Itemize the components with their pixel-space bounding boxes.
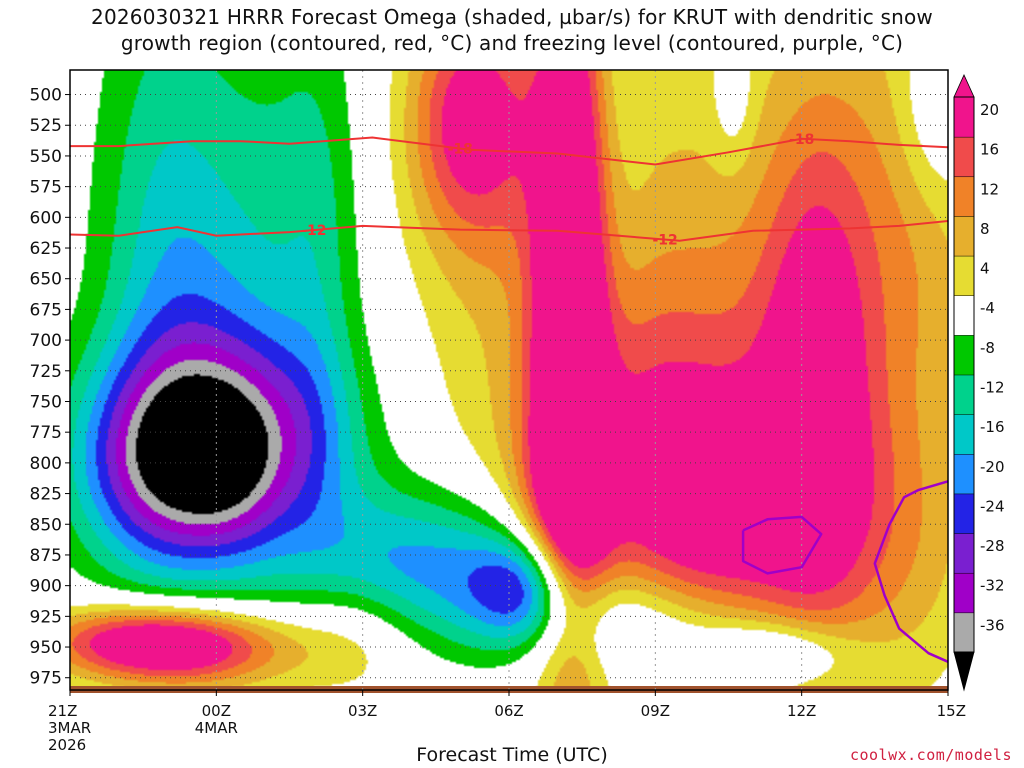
colorbar-label: 4 bbox=[980, 260, 990, 278]
colorbar-swatch bbox=[953, 255, 975, 296]
pressure-tick-label: 775 bbox=[30, 423, 62, 443]
date-tick-label: 3MAR bbox=[48, 719, 91, 737]
pressure-tick-label: 550 bbox=[30, 147, 62, 167]
pressure-tick-label: 600 bbox=[30, 208, 62, 228]
colorbar-label: -8 bbox=[980, 339, 995, 357]
date-tick-label: 4MAR bbox=[195, 719, 238, 737]
pressure-tick-label: 525 bbox=[30, 116, 62, 136]
colorbar-frame bbox=[953, 96, 975, 653]
time-tick-label: 00Z bbox=[202, 702, 231, 720]
pressure-tick-label: 800 bbox=[30, 454, 62, 474]
colorbar-swatch bbox=[953, 176, 975, 217]
colorbar-swatch bbox=[953, 215, 975, 257]
colorbar-swatch bbox=[953, 572, 975, 614]
time-tick-label: 12Z bbox=[787, 702, 816, 720]
colorbar-swatch bbox=[953, 96, 975, 138]
colorbar-label: -16 bbox=[980, 418, 1005, 436]
pressure-tick-label: 700 bbox=[30, 331, 62, 351]
pressure-tick-label: 825 bbox=[30, 485, 62, 505]
colorbar-label: -12 bbox=[980, 379, 1005, 397]
pressure-tick-label: 850 bbox=[30, 515, 62, 535]
pressure-tick-label: 675 bbox=[30, 300, 62, 320]
colorbar-high-arrow bbox=[953, 74, 975, 98]
chart-grid bbox=[70, 70, 948, 690]
pressure-tick-label: 625 bbox=[30, 239, 62, 259]
colorbar-swatch bbox=[953, 374, 975, 415]
time-tick-label: 06Z bbox=[494, 702, 523, 720]
dgz-isotherm--12 bbox=[70, 220, 948, 242]
pressure-tick-label: 500 bbox=[30, 86, 62, 106]
title-line-2: growth region (contoured, red, °C) and f… bbox=[120, 31, 904, 55]
isotherm-label: -12 bbox=[652, 232, 677, 248]
dgz-isotherm--18 bbox=[70, 136, 948, 166]
colorbar-swatch bbox=[953, 136, 975, 178]
colorbar-label: -20 bbox=[980, 458, 1005, 476]
colorbar-label: -24 bbox=[980, 497, 1005, 515]
pressure-tick-label: 900 bbox=[30, 577, 62, 597]
colorbar-low-arrow bbox=[953, 651, 975, 692]
chart-title: 2026030321 HRRR Forecast Omega (shaded, … bbox=[0, 4, 1024, 56]
colorbar-swatch bbox=[953, 294, 975, 336]
colorbar-label: 8 bbox=[980, 220, 990, 238]
pressure-tick-label: 875 bbox=[30, 546, 62, 566]
isotherm-label: -18 bbox=[789, 132, 814, 148]
pressure-tick-label: 575 bbox=[30, 178, 62, 198]
colorbar-label: 12 bbox=[980, 180, 999, 198]
omega-shaded-field bbox=[70, 70, 948, 690]
colorbar-label: -28 bbox=[980, 537, 1005, 555]
colorbar-swatch bbox=[953, 453, 975, 495]
date-tick-label: 2026 bbox=[48, 736, 86, 754]
colorbar: 20 16 12 8 4 -4 -8 -12 -16 -20 -24 -28 -32 -36 bbox=[953, 74, 1005, 692]
isotherm-label: -12 bbox=[301, 223, 326, 239]
colorbar-swatch bbox=[953, 413, 975, 455]
freezing-level-contour-1 bbox=[741, 515, 823, 575]
colorbar-label: -36 bbox=[980, 616, 1005, 634]
pressure-tick-label: 975 bbox=[30, 669, 62, 689]
time-tick-label: 03Z bbox=[348, 702, 377, 720]
colorbar-label: 20 bbox=[980, 101, 999, 119]
colorbar-swatch bbox=[953, 532, 975, 574]
colorbar-label: -4 bbox=[980, 299, 995, 317]
time-tick-label: 09Z bbox=[641, 702, 670, 720]
colorbar-swatch bbox=[953, 493, 975, 534]
contour-labels: -18 -18 -12 -12 bbox=[301, 132, 814, 249]
contours bbox=[70, 136, 948, 663]
title-line-1: 2026030321 HRRR Forecast Omega (shaded, … bbox=[91, 5, 933, 29]
colorbar-label: -32 bbox=[980, 577, 1005, 595]
pressure-tick-label: 925 bbox=[30, 607, 62, 627]
pressure-tick-label: 950 bbox=[30, 638, 62, 658]
isotherm-label: -18 bbox=[448, 142, 473, 158]
pressure-tick-label: 750 bbox=[30, 392, 62, 412]
pressure-axis: 500 525 550 575 600 625 650 675 700 725 750 775 800 8… bbox=[30, 86, 70, 689]
time-tick-label: 15Z bbox=[937, 702, 966, 720]
pressure-tick-label: 650 bbox=[30, 270, 62, 290]
colorbar-label: 16 bbox=[980, 141, 999, 159]
freezing-level-contour-2 bbox=[873, 480, 948, 663]
source-credit: coolwx.com/models bbox=[849, 746, 1012, 764]
colorbar-swatch bbox=[953, 334, 975, 376]
time-tick-label: 21Z bbox=[48, 702, 77, 720]
omega-field-image bbox=[70, 70, 948, 690]
x-axis-label: Forecast Time (UTC) bbox=[416, 744, 608, 766]
colorbar-swatch bbox=[953, 612, 975, 653]
pressure-tick-label: 725 bbox=[30, 362, 62, 382]
